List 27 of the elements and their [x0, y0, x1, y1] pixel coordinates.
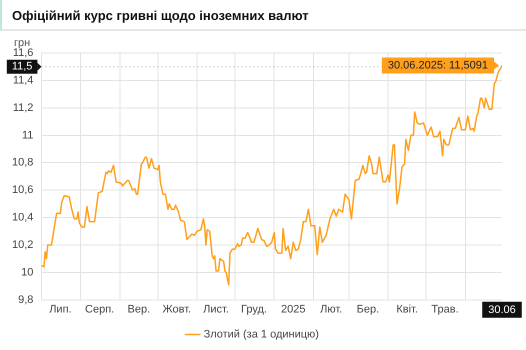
- y-tick-label: 11,2: [12, 102, 34, 114]
- x-tick-label: 30.06: [488, 304, 516, 316]
- x-tick-label: Бер.: [356, 303, 380, 316]
- ref-line-label: 11,5: [12, 60, 32, 73]
- y-tick-label: 10,6: [12, 184, 34, 196]
- y-tick-label: 10,4: [12, 212, 34, 224]
- x-tick-label: Квіт.: [396, 303, 418, 316]
- x-tick-label: Серп.: [85, 303, 114, 316]
- annotation: 30.06.2025: 11,5091: [388, 59, 488, 72]
- y-tick-label: 11,4: [12, 74, 34, 86]
- x-tick-label: Жовт.: [162, 303, 192, 316]
- y-tick-label: 11: [22, 129, 34, 142]
- x-tick-label: Груд.: [241, 303, 267, 316]
- y-tick-label: 10: [21, 266, 34, 278]
- y-tick-label: 10,8: [12, 156, 34, 169]
- x-tick-label: Лют.: [320, 303, 342, 316]
- y-tick-label: 9,8: [18, 294, 34, 306]
- y-tick-label: 10,2: [12, 238, 34, 251]
- x-tick-label: Лист.: [203, 303, 229, 316]
- y-axis-title: грн: [14, 37, 30, 50]
- x-tick-label: 2025: [280, 303, 306, 316]
- legend-label: Злотий (за 1 одиницю): [204, 328, 319, 341]
- x-tick-label: Вер.: [128, 303, 150, 316]
- y-tick-label: 11,6: [12, 47, 34, 60]
- chart-title: Офіційний курс гривні щодо іноземних валют: [0, 0, 526, 31]
- x-tick-label: Лип.: [49, 303, 72, 316]
- x-tick-label: Трав.: [431, 303, 459, 316]
